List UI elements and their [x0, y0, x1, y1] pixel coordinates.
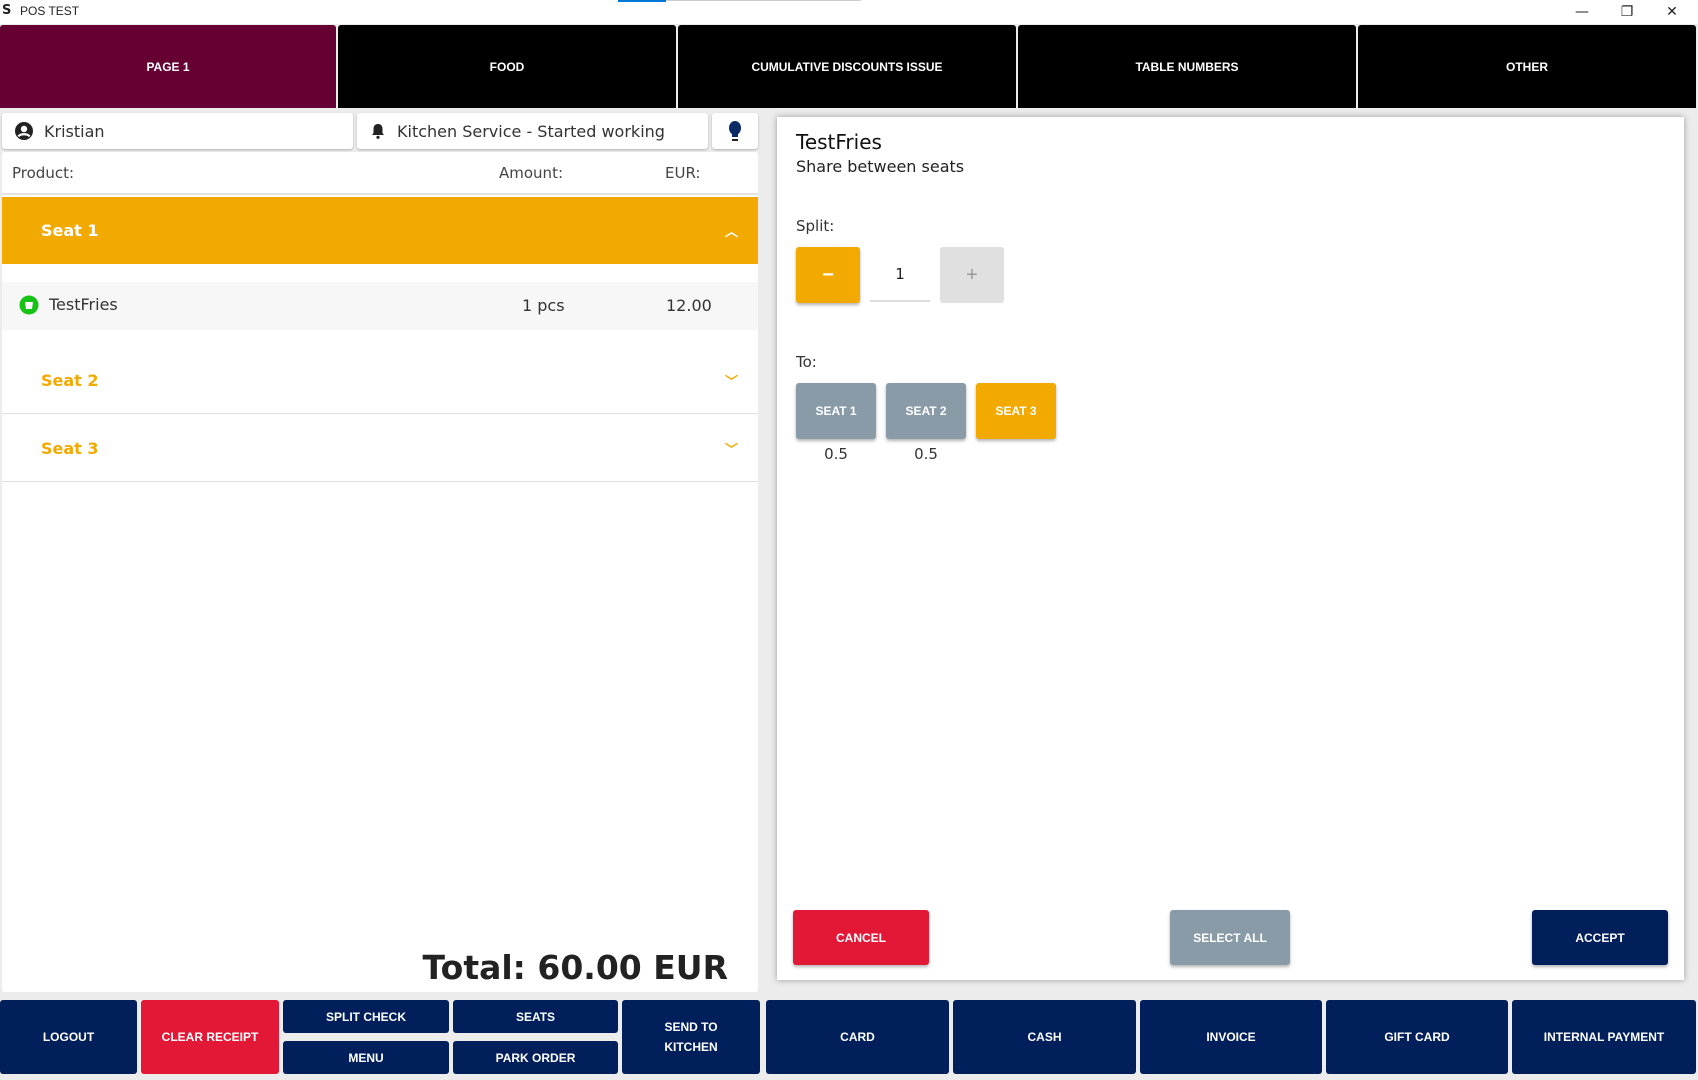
seat-2-header[interactable]: Seat 2 ﹀ — [2, 347, 758, 414]
tab-other[interactable]: OTHER — [1358, 25, 1696, 108]
split-value-input[interactable]: 1 — [870, 247, 930, 302]
clear-receipt-button[interactable]: CLEAR RECEIPT — [141, 1000, 279, 1074]
tab-page-1[interactable]: PAGE 1 — [0, 25, 336, 108]
item-amount: 1 pcs — [522, 296, 565, 315]
seats-button[interactable]: SEATS — [453, 1000, 618, 1033]
seat-label: Seat 1 — [41, 221, 99, 240]
split-dialog: TestFries Share between seats Split: − 1… — [777, 117, 1684, 980]
split-decrement-button[interactable]: − — [796, 247, 860, 303]
user-icon — [15, 122, 33, 140]
item-name: TestFries — [49, 295, 118, 314]
split-increment-button[interactable]: + — [940, 247, 1004, 303]
lightbulb-button[interactable] — [712, 113, 758, 149]
tab-table-numbers[interactable]: TABLE NUMBERS — [1018, 25, 1356, 108]
window-title: POS TEST — [20, 4, 80, 18]
send-to-kitchen-button[interactable]: SEND TO KITCHEN — [622, 1000, 760, 1074]
seat-3-header[interactable]: Seat 3 ﹀ — [2, 415, 758, 482]
park-order-button[interactable]: PARK ORDER — [453, 1041, 618, 1074]
bell-icon — [372, 124, 384, 139]
logout-button[interactable]: LOGOUT — [0, 1000, 137, 1074]
seat-3-target-button[interactable]: SEAT 3 — [976, 383, 1056, 439]
column-amount: Amount: — [499, 164, 563, 182]
split-label: Split: — [796, 217, 835, 235]
internal-payment-button[interactable]: INTERNAL PAYMENT — [1512, 1000, 1696, 1074]
dialog-subtitle: Share between seats — [796, 157, 965, 176]
select-all-button[interactable]: SELECT ALL — [1170, 910, 1290, 965]
to-label: To: — [796, 353, 817, 371]
kitchen-status-box[interactable]: Kitchen Service - Started working — [357, 113, 708, 149]
gift-card-button[interactable]: GIFT CARD — [1326, 1000, 1508, 1074]
split-check-button[interactable]: SPLIT CHECK — [283, 1000, 449, 1033]
menu-button[interactable]: MENU — [283, 1041, 449, 1074]
title-bar — [0, 0, 1698, 24]
dialog-product-title: TestFries — [796, 130, 882, 154]
seat-2-target-button[interactable]: SEAT 2 — [886, 383, 966, 439]
kitchen-status: Kitchen Service - Started working — [397, 121, 665, 141]
accept-button[interactable]: ACCEPT — [1532, 910, 1668, 965]
user-box[interactable]: Kristian — [2, 113, 353, 149]
receipt-column-header: Product: Amount: EUR: — [2, 152, 758, 195]
seat-label: Seat 3 — [41, 438, 99, 458]
item-price: 12.00 — [666, 296, 712, 315]
progress-indicator — [618, 0, 666, 2]
minimize-button[interactable]: — — [1575, 4, 1589, 20]
lightbulb-icon — [729, 121, 741, 141]
progress-track — [666, 0, 861, 1]
receipt-panel: Product: Amount: EUR: Seat 1 ︿ TestFries … — [2, 152, 758, 992]
app-icon: S — [2, 3, 12, 18]
restore-button[interactable]: ❐ — [1620, 4, 1634, 20]
seat-1-header[interactable]: Seat 1 ︿ — [2, 197, 758, 264]
user-name: Kristian — [44, 121, 105, 141]
card-button[interactable]: CARD — [766, 1000, 949, 1074]
seat-label: Seat 2 — [41, 370, 99, 390]
tab-cumulative-discounts-issue[interactable]: CUMULATIVE DISCOUNTS ISSUE — [678, 25, 1016, 108]
chevron-down-icon: ﹀ — [724, 374, 738, 390]
cash-button[interactable]: CASH — [953, 1000, 1136, 1074]
column-product: Product: — [12, 164, 75, 182]
seat-2-share: 0.5 — [914, 445, 938, 463]
tab-food[interactable]: FOOD — [338, 25, 676, 108]
invoice-button[interactable]: INVOICE — [1140, 1000, 1322, 1074]
column-eur: EUR: — [665, 164, 701, 182]
close-button[interactable]: ✕ — [1666, 4, 1678, 20]
chevron-down-icon: ﹀ — [724, 442, 738, 458]
receipt-total: Total: 60.00 EUR — [422, 948, 728, 987]
cancel-button[interactable]: CANCEL — [793, 910, 929, 965]
seat-1-target-button[interactable]: SEAT 1 — [796, 383, 876, 439]
chevron-up-icon: ︿ — [724, 225, 738, 240]
food-item-icon — [19, 295, 39, 315]
seat-1-share: 0.5 — [824, 445, 848, 463]
receipt-item[interactable]: TestFries 1 pcs 12.00 — [2, 282, 758, 330]
